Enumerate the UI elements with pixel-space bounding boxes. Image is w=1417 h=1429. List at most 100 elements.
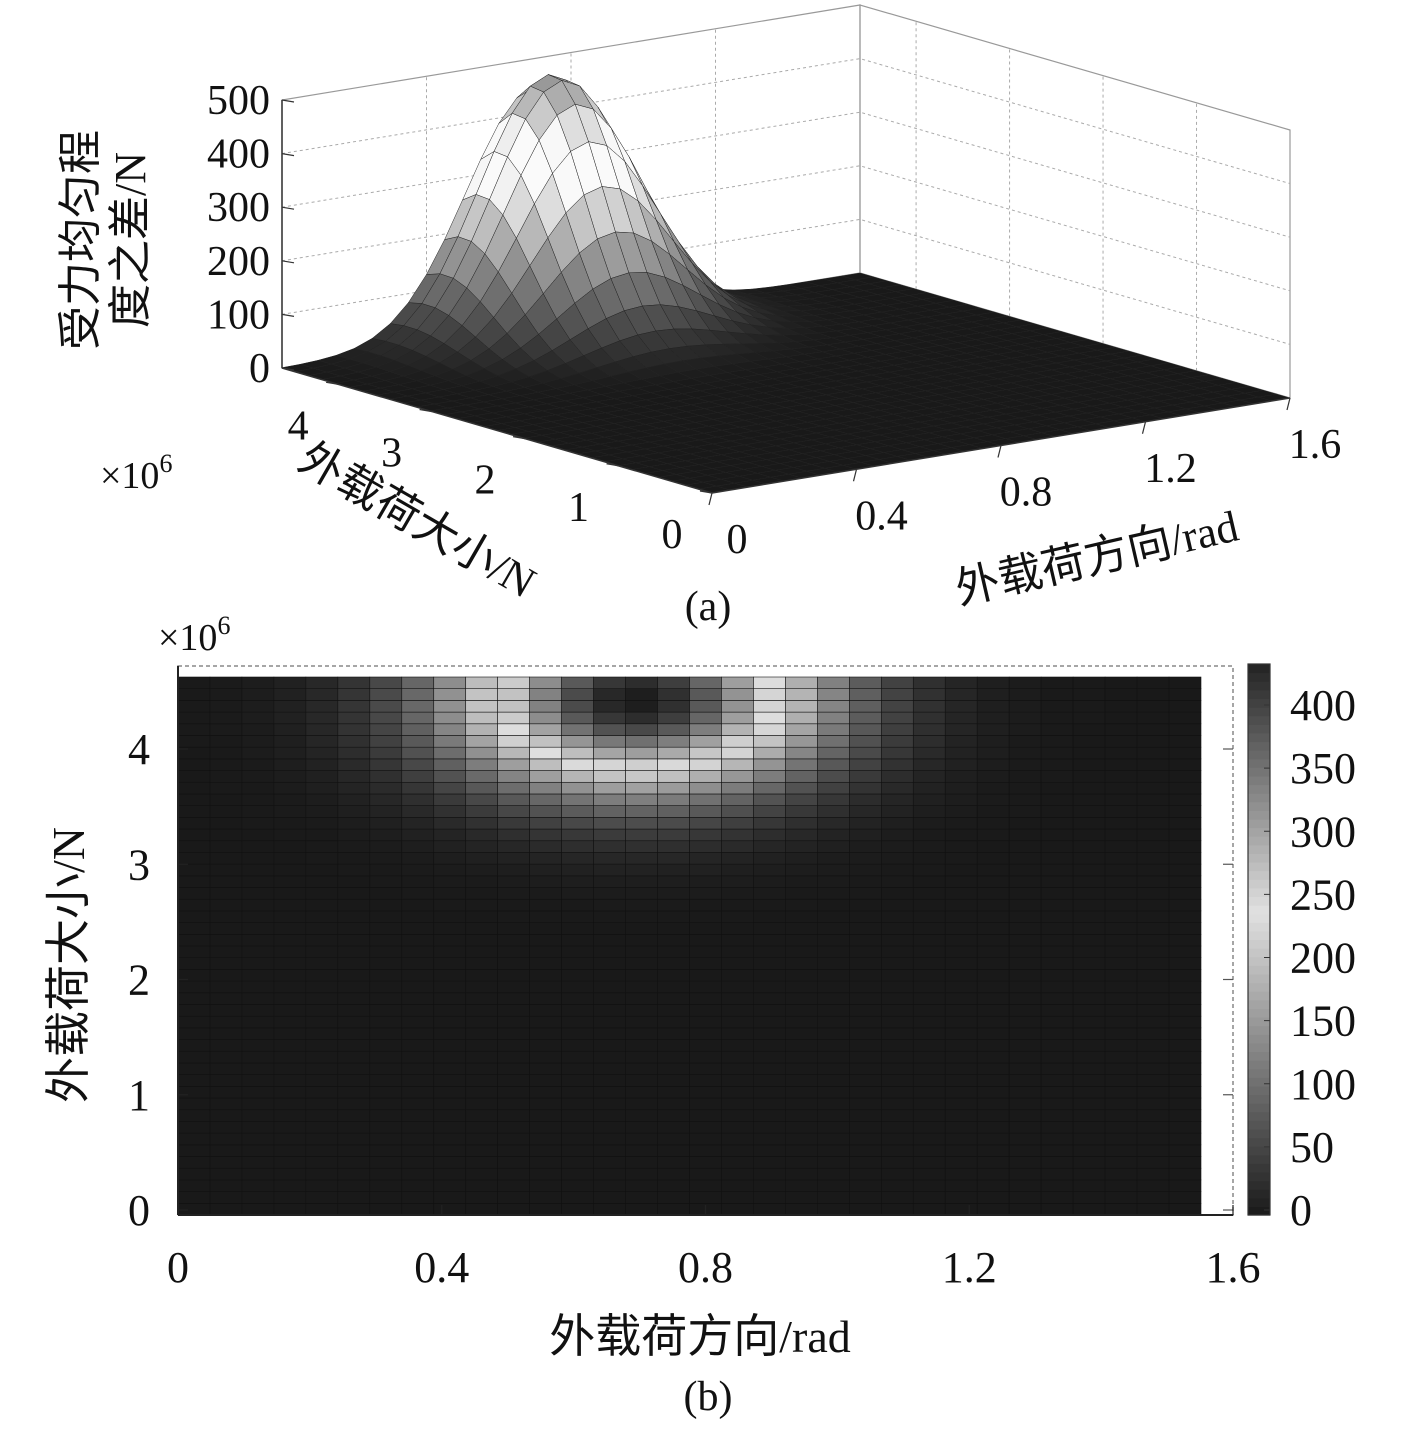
- b-heatmap-cell: [657, 1027, 690, 1040]
- b-x-tick-label: 1.6: [1206, 1243, 1261, 1292]
- b-heatmap-cell: [1040, 910, 1074, 923]
- b-heatmap-cell: [849, 1050, 882, 1064]
- b-heatmap-cell: [657, 1004, 690, 1017]
- b-heatmap-cell: [209, 688, 243, 701]
- b-heatmap-cell: [817, 1027, 850, 1040]
- b-heatmap-cell: [625, 922, 658, 935]
- b-heatmap-cell: [753, 735, 786, 748]
- b-heatmap-cell: [241, 957, 275, 970]
- b-heatmap-cell: [433, 945, 467, 958]
- b-heatmap-cell: [817, 1179, 850, 1192]
- b-heatmap-cell: [721, 711, 754, 725]
- b-heatmap-cell: [273, 1109, 307, 1122]
- b-heatmap-cell: [689, 1156, 722, 1169]
- b-heatmap-cell: [1136, 910, 1170, 923]
- b-heatmap-cell: [241, 1156, 275, 1169]
- b-heatmap-cell: [849, 875, 882, 888]
- b-heatmap-cell: [561, 700, 594, 713]
- b-heatmap-cell: [433, 746, 467, 760]
- b-heatmap-cell: [561, 852, 594, 865]
- b-heatmap-cell: [817, 1015, 850, 1029]
- b-heatmap-cell: [561, 992, 594, 1005]
- b-heatmap-cell: [273, 957, 307, 970]
- b-heatmap-cell: [1168, 1039, 1202, 1052]
- b-heatmap-cell: [1104, 922, 1138, 935]
- b-heatmap-cell: [593, 805, 626, 818]
- b-heatmap-cell: [976, 828, 1010, 842]
- b-heatmap-cell: [1040, 1121, 1074, 1134]
- b-heatmap-cell: [561, 688, 594, 701]
- b-heatmap-cell: [593, 758, 626, 771]
- b-heatmap-cell: [177, 1156, 211, 1169]
- b-heatmap-cell: [912, 1086, 946, 1099]
- b-heatmap-cell: [497, 1121, 530, 1134]
- b-heatmap-cell: [689, 969, 722, 982]
- b-heatmap-cell: [273, 863, 307, 877]
- b-heatmap-cell: [1008, 1132, 1042, 1146]
- b-heatmap-cell: [657, 1191, 690, 1204]
- b-heatmap-cell: [497, 735, 530, 748]
- b-heatmap-cell: [976, 1074, 1010, 1087]
- b-colorbar-step: [1248, 750, 1270, 760]
- b-heatmap-cell: [593, 875, 626, 888]
- b-heatmap-cell: [1168, 887, 1202, 900]
- b-heatmap-cell: [1040, 1039, 1074, 1052]
- b-heatmap-cell: [369, 1144, 403, 1157]
- a-y-tick-label: 0: [662, 512, 683, 558]
- b-heatmap-cell: [433, 910, 467, 923]
- b-heatmap-cell: [1168, 688, 1202, 701]
- b-heatmap-cell: [753, 922, 786, 935]
- b-heatmap-cell: [561, 770, 594, 783]
- b-heatmap-cell: [337, 781, 371, 795]
- b-heatmap-cell: [976, 711, 1010, 725]
- b-heatmap-cell: [305, 1015, 339, 1029]
- b-heatmap-cell: [337, 969, 371, 982]
- b-colorbar-step: [1248, 836, 1270, 846]
- b-heatmap-cell: [912, 1015, 946, 1029]
- b-heatmap-cell: [912, 676, 946, 689]
- b-heatmap-cell: [753, 945, 786, 958]
- b-heatmap-cell: [1040, 969, 1074, 982]
- b-heatmap-cell: [976, 863, 1010, 877]
- b-heatmap-cell: [785, 992, 818, 1005]
- b-heatmap-cell: [881, 1191, 914, 1204]
- b-heatmap-cell: [337, 852, 371, 865]
- b-heatmap-cell: [785, 793, 818, 806]
- b-heatmap-cell: [1040, 852, 1074, 865]
- b-heatmap-cell: [753, 1156, 786, 1169]
- b-heatmap-cell: [337, 793, 371, 806]
- b-heatmap-cell: [209, 781, 243, 795]
- b-heatmap-cell: [976, 1050, 1010, 1064]
- b-heatmap-cell: [401, 875, 435, 888]
- b-heatmap-cell: [785, 1121, 818, 1134]
- b-heatmap-cell: [1040, 1179, 1074, 1192]
- b-heatmap-cell: [976, 1203, 1010, 1216]
- b-heatmap-cell: [273, 1074, 307, 1087]
- b-colorbar-step: [1248, 870, 1270, 880]
- b-heatmap-cell: [753, 980, 786, 994]
- b-heatmap-cell: [881, 781, 914, 795]
- b-heatmap-cell: [273, 688, 307, 701]
- b-heatmap-cell: [1168, 922, 1202, 935]
- b-heatmap-cell: [785, 910, 818, 923]
- b-heatmap-cell: [433, 1027, 467, 1040]
- b-heatmap-cell: [849, 969, 882, 982]
- b-heatmap-cell: [1072, 1156, 1106, 1169]
- b-heatmap-cell: [209, 1156, 243, 1169]
- b-heatmap-cell: [529, 875, 562, 888]
- b-heatmap-cell: [305, 1074, 339, 1087]
- b-heatmap-cell: [1104, 770, 1138, 783]
- b-heatmap-cell: [976, 700, 1010, 713]
- b-heatmap-cell: [369, 1132, 403, 1146]
- a-surface: [281, 74, 1291, 494]
- b-heatmap-cell: [753, 1015, 786, 1029]
- b-heatmap-cell: [241, 1109, 275, 1122]
- b-heatmap-cell: [529, 840, 562, 853]
- b-heatmap-cell: [241, 805, 275, 818]
- b-heatmap-cell: [1008, 922, 1042, 935]
- a-y-axis: [281, 367, 713, 494]
- b-heatmap-cell: [337, 875, 371, 888]
- b-heatmap-cell: [273, 1097, 307, 1111]
- b-heatmap-cell: [912, 1050, 946, 1064]
- b-heatmap-cell: [529, 793, 562, 806]
